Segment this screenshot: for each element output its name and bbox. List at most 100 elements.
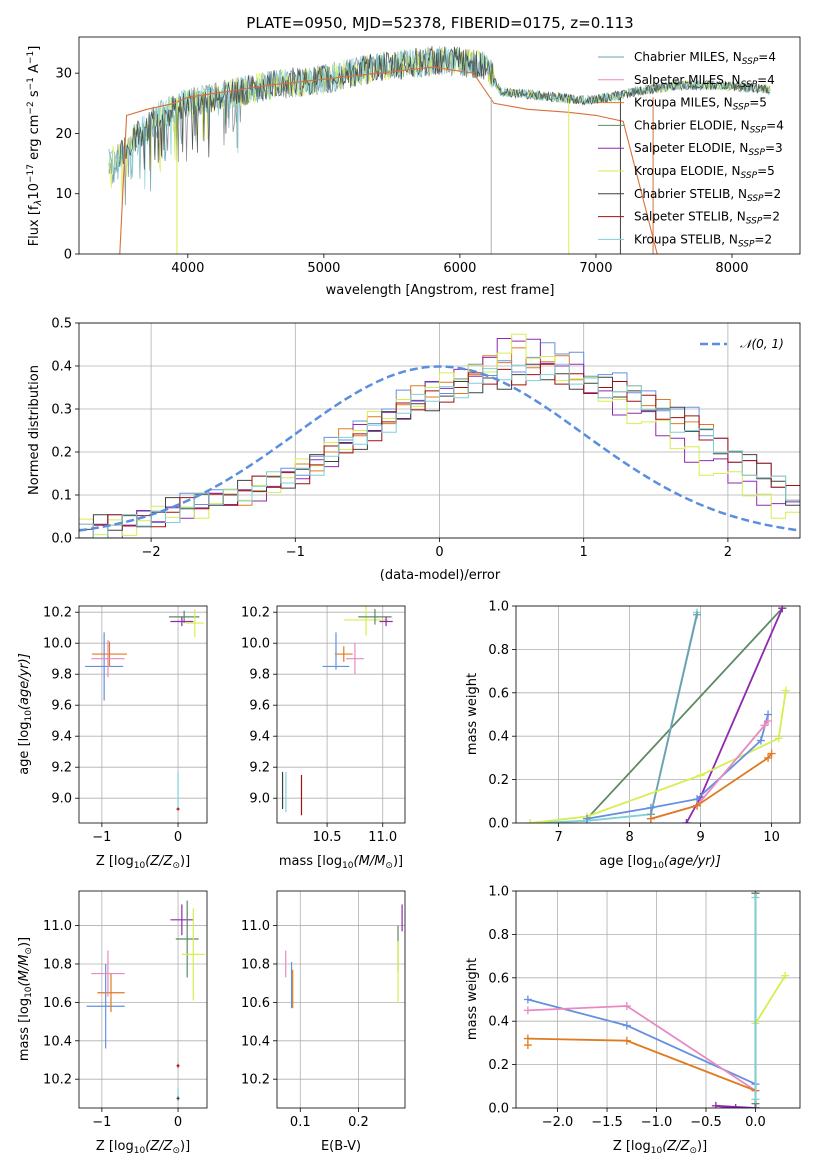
errorbar-point <box>91 641 127 667</box>
x-tick-label: 10.5 <box>313 830 342 845</box>
series-line <box>650 614 698 815</box>
histogram-step <box>79 363 800 531</box>
x-tick-label: 0 <box>174 1115 182 1130</box>
residuals-legend: 𝒩(0, 1) <box>700 337 784 351</box>
y-tick-label: 9.2 <box>51 761 72 776</box>
residuals-xlabel: (data-model)/error <box>380 568 501 583</box>
legend-label: Salpeter STELIB, NSSP=2 <box>634 210 780 227</box>
y-tick-label: 10.8 <box>241 957 270 972</box>
legend-label: Chabrier MILES, NSSP=4 <box>634 50 776 67</box>
y-tick-label: 10.6 <box>43 996 72 1011</box>
tick-labels: 0.1 0.2 10.2 10.4 10.6 10.8 11.0 <box>241 919 369 1130</box>
legend-label-sub: SSP <box>738 239 755 249</box>
y-tick-label: 10.0 <box>43 637 72 652</box>
age-vs-metallicity-panel: Z [log10(Z/Z⊙)] age [log10(age/yr)] −1 0 9… <box>17 605 208 871</box>
y-tick-label: 10.4 <box>241 1034 270 1049</box>
tick-labels: −2 −1 0 1 2 0.0 0.1 0.2 0.3 0.4 0.5 <box>51 317 732 561</box>
plus-marker <box>682 819 691 823</box>
axes-frame <box>78 36 801 255</box>
gaussian-legend-label: 𝒩(0, 1) <box>740 337 784 351</box>
x-tick-label: −2 <box>142 545 161 560</box>
x-tick-label: 1 <box>580 545 588 560</box>
x-tick-label: 6000 <box>443 261 476 276</box>
tick-labels: −1 0 9.0 9.2 9.4 9.6 9.8 10.0 10.2 <box>43 606 182 845</box>
y-tick-label: 0.4 <box>488 1015 509 1030</box>
x-tick-label: −1 <box>92 830 111 845</box>
axes-frame <box>276 605 406 824</box>
plus-marker <box>622 1036 631 1045</box>
series-line <box>586 607 783 820</box>
x-tick-label: 8 <box>625 830 633 845</box>
errorbar-point <box>91 640 125 678</box>
tick-labels: −1 0 10.2 10.4 10.6 10.8 11.0 <box>43 919 182 1130</box>
x-tick-label: 0.1 <box>290 1115 311 1130</box>
errorbar-point <box>175 900 199 978</box>
y-tick-label: 30 <box>55 67 72 82</box>
errorbar-point <box>85 632 124 701</box>
legend-label: Kroupa STELIB, NSSP=2 <box>634 232 772 249</box>
x-tick-label: 4000 <box>171 261 204 276</box>
plot-area <box>79 333 800 538</box>
legend-label-sub: SSP <box>750 125 767 135</box>
plus-marker <box>764 753 773 762</box>
plus-marker <box>731 1104 740 1108</box>
histogram-step <box>79 363 800 538</box>
model-trace <box>119 66 658 254</box>
y-tick-label: 11.0 <box>241 919 270 934</box>
x-tick-label: 11.0 <box>368 830 397 845</box>
legend-label-suffix: =2 <box>764 187 782 201</box>
errorbar-point <box>91 950 125 997</box>
series-line <box>650 753 773 820</box>
plot-area <box>108 46 771 254</box>
plot-area <box>285 904 403 1009</box>
x-tick-label: 8000 <box>715 261 748 276</box>
legend-label-suffix: =4 <box>766 118 784 132</box>
y-tick-label: 0.8 <box>488 928 509 943</box>
x-tick-label: −0.5 <box>690 1115 722 1130</box>
legend-label-sub: SSP <box>742 57 759 67</box>
tick-labels: 10.5 11.0 9.0 9.2 9.4 9.6 9.8 10.0 10.2 <box>241 606 397 845</box>
y-tick-label: 9.0 <box>51 792 72 807</box>
y-tick-label: 10.8 <box>43 957 72 972</box>
plot-area <box>85 609 204 811</box>
grid-lines <box>79 606 207 823</box>
plus-marker <box>760 721 769 730</box>
gaussian-curve <box>79 365 800 532</box>
y-tick-label: 10.4 <box>43 1034 72 1049</box>
plus-marker <box>764 717 773 726</box>
legend-label-suffix: =5 <box>757 164 775 178</box>
flux-trace-4 <box>119 46 770 171</box>
errorbar-point <box>97 973 125 1012</box>
y-tick-label: 9.4 <box>51 730 72 745</box>
y-tick-label: 0.4 <box>488 730 509 745</box>
plus-marker <box>767 749 776 758</box>
spectrum-title: PLATE=0950, MJD=52378, FIBERID=0175, z=0… <box>246 14 633 32</box>
legend-label-main: Chabrier MILES, N <box>634 50 742 64</box>
plus-marker <box>774 734 783 743</box>
legend-label-suffix: =2 <box>762 210 780 224</box>
errorbar-point <box>170 616 194 627</box>
legend-label: Kroupa ELODIE, NSSP=5 <box>634 164 775 181</box>
grid-lines <box>277 606 405 823</box>
mass-vs-ebv-xlabel: E(B-V) <box>321 1139 361 1154</box>
plus-marker <box>751 893 760 902</box>
legend-label-sub: SSP <box>748 148 765 158</box>
legend-label-main: Kroupa STELIB, N <box>634 232 738 246</box>
x-tick-label: 0 <box>174 830 182 845</box>
y-tick-label: 0.0 <box>488 817 509 832</box>
errorbar-point <box>346 643 364 675</box>
legend-label-sub: SSP <box>746 217 763 227</box>
legend-label: Salpeter MILES, NSSP=4 <box>634 73 775 90</box>
legend-label-sub: SSP <box>741 171 758 181</box>
legend-label: Chabrier STELIB, NSSP=2 <box>634 187 781 204</box>
x-tick-label: −1.5 <box>591 1115 623 1130</box>
spectrum-ylabel: Flux [fλ10−17 erg cm−2 s−1 A−1] <box>26 46 44 247</box>
plus-marker <box>523 1006 532 1015</box>
plot-area <box>526 606 790 823</box>
y-tick-label: 9.2 <box>249 761 270 776</box>
legend-label: Chabrier ELODIE, NSSP=4 <box>634 118 784 135</box>
mass-vs-Z-xlabel: Z [log10(Z/Z⊙)] <box>96 1139 190 1156</box>
axes-frame <box>78 890 208 1109</box>
